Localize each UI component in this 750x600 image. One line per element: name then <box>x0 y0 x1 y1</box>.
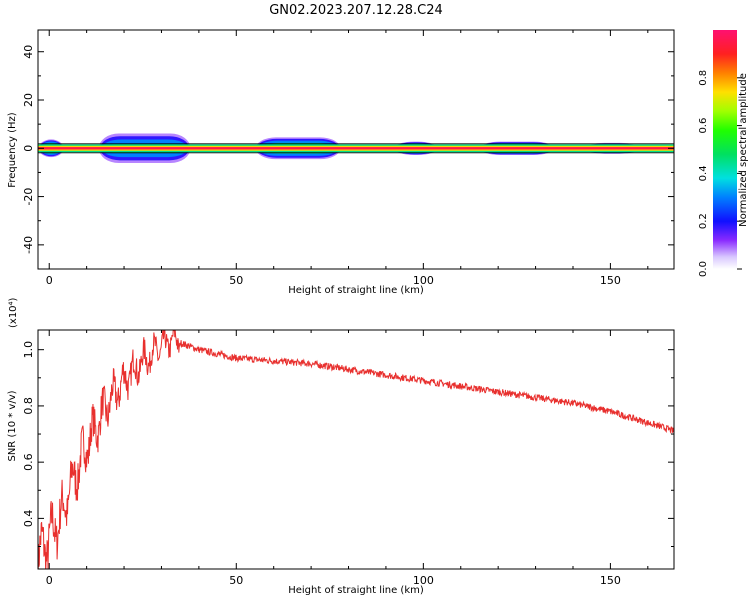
x-tick-label: 0 <box>46 274 53 287</box>
snr-panel: 0 50 100 150 0.4 0.6 0.8 1.0 Height of straight… <box>7 297 675 596</box>
x-tick-label: 0 <box>46 574 53 587</box>
x-tick-label: 50 <box>229 574 243 587</box>
spectrogram-panel: 0 50 100 150 40 20 0 -20 -40 Height of straight … <box>7 29 675 296</box>
x-tick-label: 50 <box>229 274 243 287</box>
y-tick-label: 0.4 <box>22 510 35 528</box>
spectrogram-ylabel: Frequency (Hz) <box>7 112 18 188</box>
x-tick-label: 100 <box>413 274 434 287</box>
snr-series-line <box>38 330 674 569</box>
colorbar-tick-label: 0.4 <box>698 165 709 181</box>
spectrogram-frame <box>37 29 675 270</box>
snr-frame <box>37 329 675 570</box>
y-tick-label: -20 <box>22 188 35 206</box>
y-tick-label: 0 <box>22 145 35 152</box>
ridge-band-inner <box>38 147 674 150</box>
y-tick-label: 40 <box>22 45 35 59</box>
y-tick-label: -40 <box>22 236 35 254</box>
figure-title: GN02.2023.207.12.28.C24 <box>269 3 443 18</box>
spectrogram-xlabel: Height of straight line (km) <box>288 285 424 296</box>
x-tick-label: 150 <box>600 274 621 287</box>
y-tick-label: 0.8 <box>22 397 35 415</box>
snr-ylabel: SNR (10 * v/v) <box>7 390 18 461</box>
colorbar-tick-label: 0.0 <box>698 261 709 277</box>
y-tick-label: 1.0 <box>22 341 35 359</box>
colorbar-tick-label: 0.2 <box>698 213 709 229</box>
snr-multiplier: (x10⁴) <box>8 297 19 328</box>
colorbar-gradient <box>713 30 737 269</box>
snr-xlabel: Height of straight line (km) <box>288 585 424 596</box>
colorbar: 0.0 0.2 0.4 0.6 0.8 Normalized spectral ampl… <box>698 30 749 277</box>
colorbar-tick-label: 0.8 <box>698 70 709 86</box>
colorbar-tick-label: 0.6 <box>698 118 709 134</box>
x-tick-label: 150 <box>600 574 621 587</box>
x-tick-label: 100 <box>413 574 434 587</box>
y-tick-label: 20 <box>22 93 35 107</box>
colorbar-label: Normalized spectral amplitude <box>738 73 749 227</box>
y-tick-label: 0.6 <box>22 453 35 471</box>
